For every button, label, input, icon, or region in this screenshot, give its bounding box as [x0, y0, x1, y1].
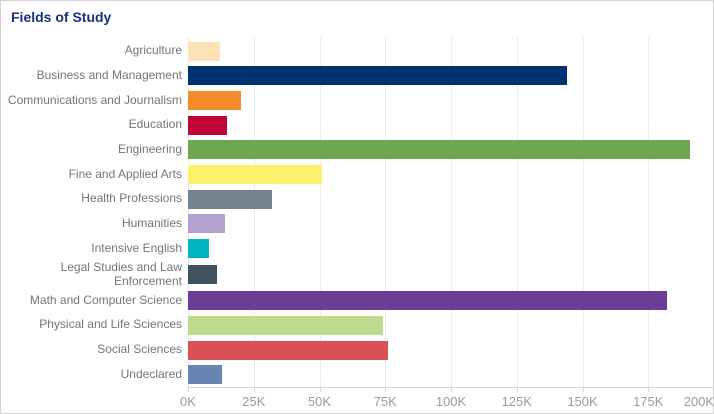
category-label: Intensive English	[91, 240, 182, 255]
bar-health-professions[interactable]	[188, 189, 273, 209]
bar-track	[188, 91, 713, 111]
tick-mark	[516, 388, 518, 392]
bar-track	[188, 140, 713, 160]
x-axis-line	[188, 387, 713, 388]
category-label: Engineering	[117, 142, 182, 156]
category-label: Fine and Applied Arts	[68, 166, 182, 181]
gridline	[451, 37, 452, 387]
category-label: Legal Studies and Law Enforcement	[60, 259, 182, 288]
x-tick-label: 150K	[567, 394, 598, 409]
tick-mark	[188, 388, 189, 392]
chart-row: Engineering	[1, 138, 713, 163]
x-tick-label: 175K	[633, 394, 664, 409]
bar-legal-studies-and-law-enforcement[interactable]	[188, 265, 217, 285]
gridline	[582, 37, 584, 387]
x-tick-label: 100K	[435, 394, 467, 409]
chart-row: Undeclared	[1, 362, 713, 387]
category-label: Communications and Journalism	[7, 92, 182, 107]
bar-fine-and-applied-arts[interactable]	[188, 165, 323, 185]
chart-row: Intensive English	[1, 236, 713, 261]
chart-row: Agriculture	[1, 39, 713, 64]
x-tick-label: 50K	[307, 394, 332, 409]
bar-track	[188, 115, 713, 135]
tick-mark	[582, 388, 584, 392]
category-label: Humanities	[121, 215, 182, 230]
tick-mark	[319, 388, 321, 392]
x-tick-label: 75K	[373, 394, 397, 409]
category-label: Health Professions	[81, 191, 182, 206]
bar-intensive-english[interactable]	[188, 238, 210, 258]
bar-track	[188, 189, 713, 209]
category-label: Agriculture	[124, 43, 182, 58]
bar-track	[188, 315, 713, 335]
bar-communications-and-journalism[interactable]	[188, 91, 241, 111]
bar-agriculture[interactable]	[188, 41, 220, 61]
bar-track	[188, 265, 713, 285]
category-label: Business and Management	[36, 68, 182, 83]
bar-track	[188, 214, 713, 234]
tick-mark	[385, 388, 387, 392]
bar-rows: Agriculture Business and Management Commun…	[1, 39, 713, 387]
chart-row: Math and Computer Science	[1, 288, 713, 313]
bar-social-sciences[interactable]	[188, 340, 388, 360]
bar-track	[188, 66, 713, 86]
bar-business-and-management[interactable]	[188, 66, 567, 86]
bar-track	[188, 165, 713, 185]
chart-row: Education	[1, 113, 713, 138]
bar-track	[188, 291, 713, 311]
tick-mark	[451, 388, 452, 392]
chart-title: Fields of Study	[11, 9, 112, 25]
bar-physical-and-life-sciences[interactable]	[188, 315, 383, 335]
bar-track	[188, 365, 713, 385]
category-label: Math and Computer Science	[29, 292, 182, 307]
x-tick-label: 25K	[242, 394, 266, 409]
bar-track	[188, 41, 713, 61]
tick-mark	[253, 388, 255, 392]
chart-row: Physical and Life Sciences	[1, 313, 713, 338]
category-label: Education	[128, 117, 182, 132]
gridlines-layer	[188, 37, 713, 387]
category-label: Undeclared	[120, 366, 182, 381]
bar-math-and-computer-science[interactable]	[188, 291, 667, 311]
category-label: Physical and Life Sciences	[39, 317, 182, 332]
bar-track	[188, 238, 713, 258]
bar-education[interactable]	[188, 115, 228, 135]
gridline	[648, 37, 650, 387]
chart-row: Fine and Applied Arts	[1, 162, 713, 187]
x-tick-label: 200K	[683, 394, 714, 409]
x-tick-label: 0K	[180, 394, 196, 409]
gridline	[319, 37, 321, 387]
chart-row: Communications and Journalism	[1, 88, 713, 113]
chart-row: Business and Management	[1, 64, 713, 89]
bar-engineering[interactable]	[188, 140, 691, 160]
x-tick-label: 125K	[501, 394, 532, 409]
gridline	[385, 37, 387, 387]
bar-undeclared[interactable]	[188, 365, 223, 385]
chart-row: Health Professions	[1, 187, 713, 212]
bar-humanities[interactable]	[188, 214, 225, 234]
chart-row: Humanities	[1, 212, 713, 237]
gridline	[253, 37, 255, 387]
x-axis-ticks	[188, 388, 713, 393]
gridline	[516, 37, 518, 387]
bar-track	[188, 340, 713, 360]
category-label: Social Sciences	[97, 342, 182, 357]
chart-row: Social Sciences	[1, 338, 713, 363]
gridline	[188, 37, 189, 387]
chart-row: Legal Studies and Law Enforcement	[1, 259, 713, 289]
x-axis-labels: 0K 25K 50K 75K 100K 125K 150K 175K 200K	[180, 394, 714, 410]
tick-mark	[648, 388, 650, 392]
